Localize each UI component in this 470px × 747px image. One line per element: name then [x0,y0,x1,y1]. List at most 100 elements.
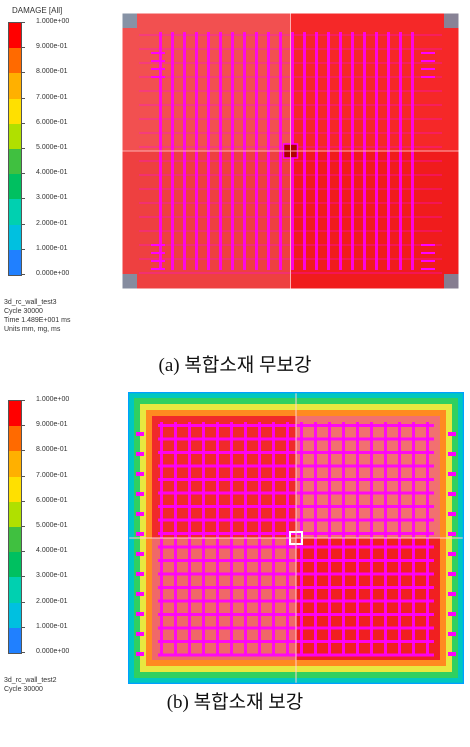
edge-marker [136,452,144,456]
rebar-stub [421,260,435,262]
edge-marker [448,592,456,596]
edge-marker [448,492,456,496]
support-corner [444,12,460,28]
colorbar-segment [9,552,21,578]
colorbar-tick-label: 5.000e-01 [36,144,68,151]
colorbar-segment [9,123,21,149]
rebar-stub [151,268,165,270]
edge-marker [136,472,144,476]
colorbar-tick-mark [21,500,25,502]
colorbar-tick-label: 2.000e-01 [36,219,68,227]
colorbar-segment [9,48,21,74]
cycle-label: Cycle 30000 [4,308,43,315]
legend-title: DAMAGE [All] [12,6,63,15]
colorbar-tick-label: 1.000e-01 [36,244,68,252]
colorbar-segment [9,73,21,99]
rebar-stub [151,252,165,254]
edge-marker [448,452,456,456]
colorbar-segment [9,602,21,628]
edge-marker [136,652,144,656]
units-label: Units mm, mg, ms [4,326,61,333]
rebar-stub [421,76,435,78]
damage-colorbar [8,400,22,654]
edge-marker [448,552,456,556]
wall-quadrant [121,12,291,151]
colorbar-tick-label: 6.000e-01 [36,118,68,126]
edge-marker [136,532,144,536]
wall-quadrant [296,416,440,538]
support-corner [121,274,137,290]
colorbar-tick-mark [21,450,25,452]
edge-marker [448,472,456,476]
colorbar-tick-mark [21,400,25,401]
time-label: Time 1.489E+001 ms [4,317,71,324]
support-corner [121,12,137,28]
simulation-info: 3d_rc_wall_test2 Cycle 30000 [4,676,57,694]
damage-contour-plot [128,392,464,684]
colorbar-tick-label: 4.000e-01 [36,169,68,177]
colorbar-segment [9,224,21,250]
colorbar-tick-mark [21,475,25,477]
colorbar-tick-mark [21,173,25,175]
colorbar-tick-mark [21,425,25,427]
colorbar-tick-mark [21,248,25,250]
edge-marker [136,572,144,576]
rebar-stub [151,260,165,262]
support-corner [444,274,460,290]
edge-marker [448,632,456,636]
edge-marker [448,572,456,576]
edge-marker [136,432,144,436]
wall-boundary [128,392,464,684]
colorbar-segment [9,249,21,275]
colorbar-segment [9,476,21,502]
colorbar-tick-mark [21,97,25,99]
colorbar-tick-mark [21,198,25,200]
colorbar-tick-label: 8.000e-01 [36,446,68,454]
rebar-stub [421,52,435,54]
rebar-stub [421,244,435,246]
colorbar-tick-label: 9.000e-01 [36,43,68,51]
rebar-stub [151,60,165,62]
model-name: 3d_rc_wall_test3 [4,299,57,306]
colorbar-tick-label: 3.000e-01 [36,572,68,580]
colorbar-segment [9,627,21,653]
rebar-stub [421,252,435,254]
colorbar-tick-mark [21,526,25,527]
edge-marker [136,552,144,556]
colorbar-tick-label: 4.000e-01 [36,547,68,555]
edge-marker [136,632,144,636]
rebar-stub [151,76,165,78]
edge-marker [448,612,456,616]
wall-quadrant [121,151,291,290]
colorbar-segment [9,199,21,225]
wall-boundary [121,12,460,290]
colorbar-tick-mark [21,22,25,23]
caption: (a) 복합소재 무보강 [158,355,312,376]
panel-b: 1.000e+00 9.000e-01 8.000e-01 7.000e-01 6.00… [0,384,470,714]
colorbar-segment [9,98,21,124]
caption: (b) 복합소재 보강 [166,692,304,713]
colorbar-tick-label: 5.000e-01 [36,522,68,529]
colorbar-tick-label: 3.000e-01 [36,194,68,202]
rebar-stub [421,268,435,270]
model-name: 3d_rc_wall_test2 [4,677,57,684]
colorbar-tick-mark [21,223,25,225]
colorbar-tick-label: 6.000e-01 [36,496,68,504]
colorbar-tick-label: 7.000e-01 [36,93,68,101]
colorbar-tick-mark [21,626,25,628]
colorbar-tick-mark [21,148,25,149]
colorbar-tick-mark [21,122,25,124]
colorbar-segment [9,401,21,427]
colorbar-tick-mark [21,652,25,653]
edge-marker [136,612,144,616]
colorbar-segment [9,526,21,553]
colorbar-tick-label: 1.000e+00 [36,18,70,25]
edge-marker [136,512,144,516]
edge-marker [448,652,456,656]
colorbar-tick-label: 1.000e+00 [36,396,70,403]
simulation-info: 3d_rc_wall_test3 Cycle 30000 Time 1.489E… [4,298,70,334]
colorbar-tick-mark [21,274,25,275]
edge-marker [448,532,456,536]
colorbar-tick-mark [21,551,25,553]
cycle-label: Cycle 30000 [4,686,43,693]
